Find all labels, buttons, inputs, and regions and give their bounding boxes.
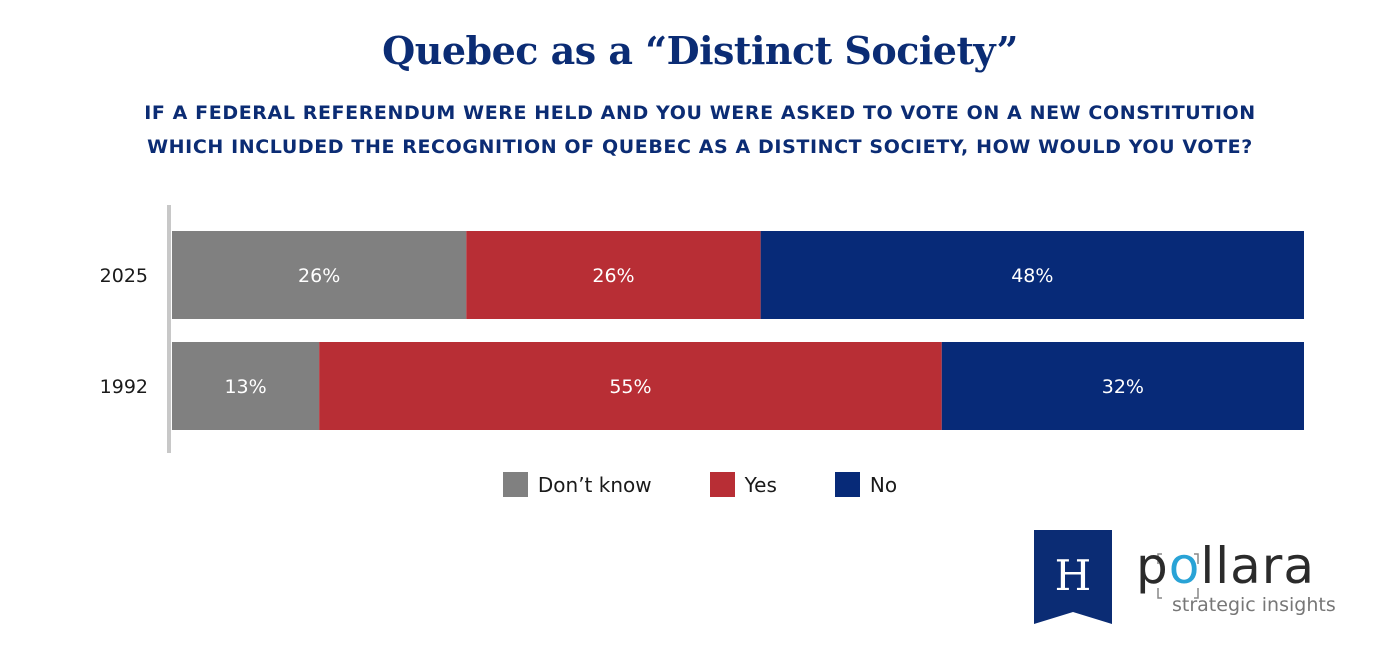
- legend-item-dont-know: Don’t know: [502, 472, 652, 497]
- legend-label-dont-know: Don’t know: [537, 472, 652, 497]
- legend-label-no: No: [869, 472, 898, 497]
- brand-part-2: o: [1168, 537, 1201, 595]
- legend-swatch-dont-know: [502, 472, 528, 497]
- bar-2025-no: [760, 231, 1304, 319]
- chart-legend: Don’t know Yes No: [0, 472, 1400, 497]
- subtitle-line-1: IF A FEDERAL REFERENDUM WERE HELD AND YO…: [144, 102, 1256, 124]
- legend-item-no: No: [834, 472, 898, 497]
- subtitle-line-2: WHICH INCLUDED THE RECOGNITION OF QUEBEC…: [147, 136, 1253, 158]
- category-label-2025: 2025: [100, 265, 148, 287]
- legend-item-yes: Yes: [709, 472, 777, 497]
- bar-1992-no: [941, 342, 1304, 430]
- brand-part-3: llara: [1200, 537, 1315, 595]
- bar-2025-don-t-know: [172, 231, 467, 319]
- chart-title: Quebec as a “Distinct Society”: [382, 28, 1018, 73]
- brand-wordmark: pollara: [1136, 538, 1315, 594]
- data-label-2025-no: 48%: [1011, 265, 1053, 287]
- data-label-2025-yes: 26%: [592, 265, 634, 287]
- brand-tagline: strategic insights: [1172, 594, 1336, 616]
- legend-label-yes: Yes: [744, 472, 777, 497]
- stacked-bar-chart: 2025 26% 26% 48% 1992 13% 55% 32%: [100, 205, 1304, 453]
- data-label-1992-yes: 55%: [609, 376, 651, 398]
- category-label-1992: 1992: [100, 376, 148, 398]
- logo-flag-icon: [1034, 530, 1112, 624]
- logo-letter: H: [1055, 551, 1092, 600]
- bar-1992-don-t-know: [172, 342, 320, 430]
- data-label-2025-don-t-know: 26%: [298, 265, 340, 287]
- bar-2025-yes: [466, 231, 761, 319]
- brand-part-1: p: [1136, 537, 1169, 595]
- legend-swatch-yes: [709, 472, 735, 497]
- bar-1992-yes: [319, 342, 942, 430]
- data-label-1992-no: 32%: [1102, 376, 1144, 398]
- chart-subtitle: IF A FEDERAL REFERENDUM WERE HELD AND YO…: [0, 96, 1400, 164]
- data-label-1992-don-t-know: 13%: [224, 376, 266, 398]
- legend-swatch-no: [834, 472, 860, 497]
- pollara-logo: H: [1034, 530, 1199, 624]
- logo-bracket-icon: [1157, 553, 1199, 599]
